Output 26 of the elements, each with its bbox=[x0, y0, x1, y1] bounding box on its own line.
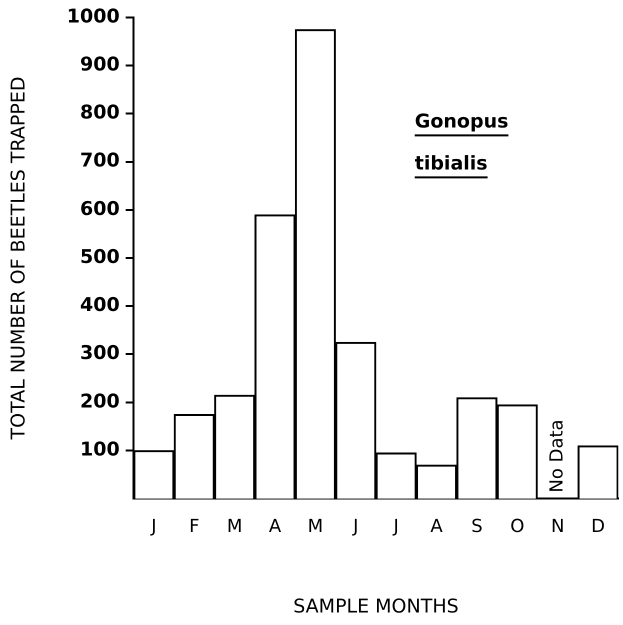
x-tick-label: A bbox=[268, 516, 282, 538]
y-tick-label: 800 bbox=[80, 102, 120, 124]
y-axis-title: TOTAL NUMBER OF BEETLES TRAPPED bbox=[7, 76, 30, 440]
x-tick-label: J bbox=[150, 516, 157, 538]
x-tick-label: A bbox=[430, 516, 444, 538]
x-tick-label: O bbox=[510, 516, 524, 538]
y-tick-label: 100 bbox=[80, 438, 120, 460]
x-tick-label: M bbox=[308, 516, 324, 538]
annotation: No Data bbox=[546, 419, 568, 493]
x-tick-label: J bbox=[392, 516, 399, 538]
x-tick-label: J bbox=[352, 516, 358, 538]
x-tick-label: D bbox=[591, 516, 606, 538]
x-tick-label: M bbox=[226, 516, 242, 538]
text: Gonopus tibialis bbox=[414, 110, 508, 174]
x-axis-title: SAMPLE MONTHS bbox=[293, 596, 459, 618]
y-tick-label: 400 bbox=[80, 294, 120, 316]
x-tick-label: S bbox=[471, 516, 483, 538]
x-tick-label: F bbox=[189, 516, 200, 538]
x-tick-label: N bbox=[550, 516, 564, 538]
y-tick-label: 700 bbox=[80, 150, 120, 172]
y-tick-label: 200 bbox=[80, 390, 120, 412]
y-tick-label: 900 bbox=[80, 53, 120, 76]
y-tick-label: 600 bbox=[80, 198, 120, 220]
y-tick-label: 500 bbox=[80, 246, 120, 268]
y-tick-label: 1000 bbox=[66, 5, 120, 28]
y-tick-label: 300 bbox=[80, 342, 120, 364]
